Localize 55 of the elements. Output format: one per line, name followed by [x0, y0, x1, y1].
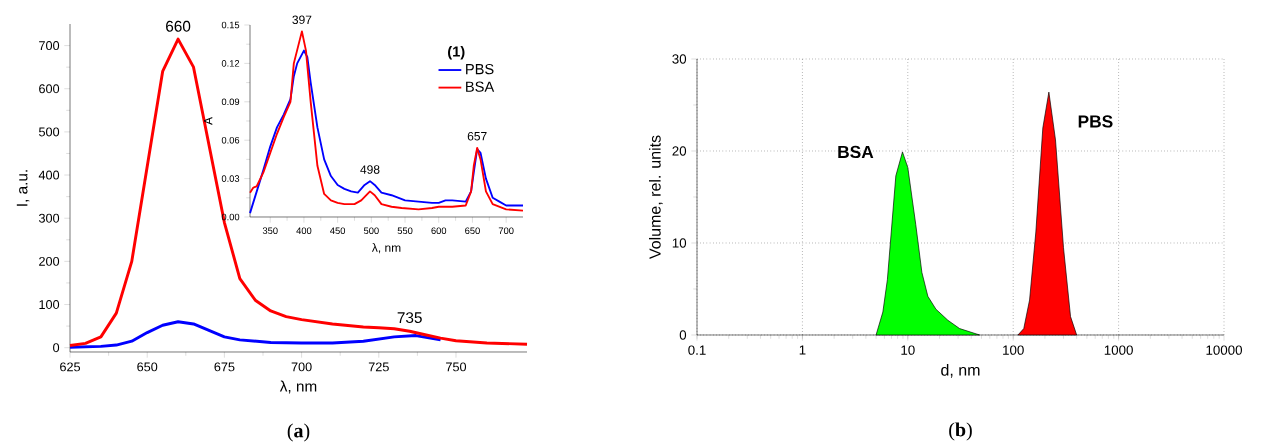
x-tick-label: 1 [799, 345, 806, 355]
x-tick-label: 450 [330, 227, 346, 234]
x-axis-title: λ, nm [279, 380, 317, 394]
y-tick-label: 0.03 [221, 175, 240, 182]
x-tick-label: 0.1 [688, 345, 706, 355]
x-tick-label: 500 [363, 227, 379, 234]
annotation: 657 [467, 131, 487, 141]
legend-label: PBS [466, 63, 494, 75]
text: (b) [949, 422, 972, 441]
x-tick-label: 1000 [1104, 345, 1133, 355]
y-tick-label: 0.12 [221, 60, 240, 67]
text: (a) [287, 423, 310, 442]
series-label: PBS [1078, 115, 1113, 128]
annotation: 498 [360, 165, 380, 174]
x-tick-label: 750 [446, 362, 467, 372]
x-tick-label: 550 [397, 227, 413, 234]
legend-label: BSA [466, 81, 495, 92]
y-tick-label: 400 [38, 170, 60, 180]
y-tick-label: 0 [53, 343, 60, 353]
x-tick-label: 100 [1003, 345, 1024, 355]
annotation: 660 [166, 20, 191, 32]
series-label: BSA [838, 145, 874, 159]
legend-title: (1) [448, 45, 465, 60]
x-tick-label: 650 [137, 362, 158, 372]
y-axis-title: I, a.u. [16, 170, 30, 206]
x-tick-label: 10 [901, 345, 915, 355]
x-tick-label: 700 [498, 227, 514, 234]
annotation: 735 [397, 312, 422, 324]
x-axis-title: λ, nm [371, 243, 401, 254]
x-tick-label: 350 [262, 227, 278, 234]
x-tick-label: 600 [431, 227, 447, 234]
x-tick-label: 650 [465, 227, 480, 234]
y-tick-label: 0.15 [221, 21, 240, 29]
annotation: 397 [292, 15, 312, 25]
y-tick-label: 100 [39, 300, 60, 309]
y-tick-label: 0.06 [221, 136, 240, 144]
x-axis-title: d, nm [941, 363, 980, 378]
y-tick-label: 300 [38, 213, 60, 223]
y-tick-label: 0.09 [221, 98, 240, 106]
y-tick-label: 700 [39, 41, 60, 51]
x-tick-label: 675 [214, 362, 235, 372]
x-tick-label: 400 [296, 227, 312, 234]
y-tick-label: 200 [39, 256, 60, 266]
y-tick-label: 30 [672, 54, 687, 64]
x-tick-label: 625 [60, 362, 81, 372]
y-tick-label: 500 [38, 127, 60, 137]
x-tick-label: 10000 [1206, 345, 1243, 355]
x-tick-label: 700 [291, 362, 312, 372]
y-tick-label: 0 [679, 330, 687, 340]
y-tick-label: 20 [672, 146, 687, 156]
y-axis-title: A [204, 117, 213, 125]
y-tick-label: 10 [672, 238, 687, 248]
y-axis-title: Volume, rel. units [648, 135, 663, 260]
y-tick-label: 600 [39, 84, 60, 94]
x-tick-label: 725 [368, 362, 389, 372]
